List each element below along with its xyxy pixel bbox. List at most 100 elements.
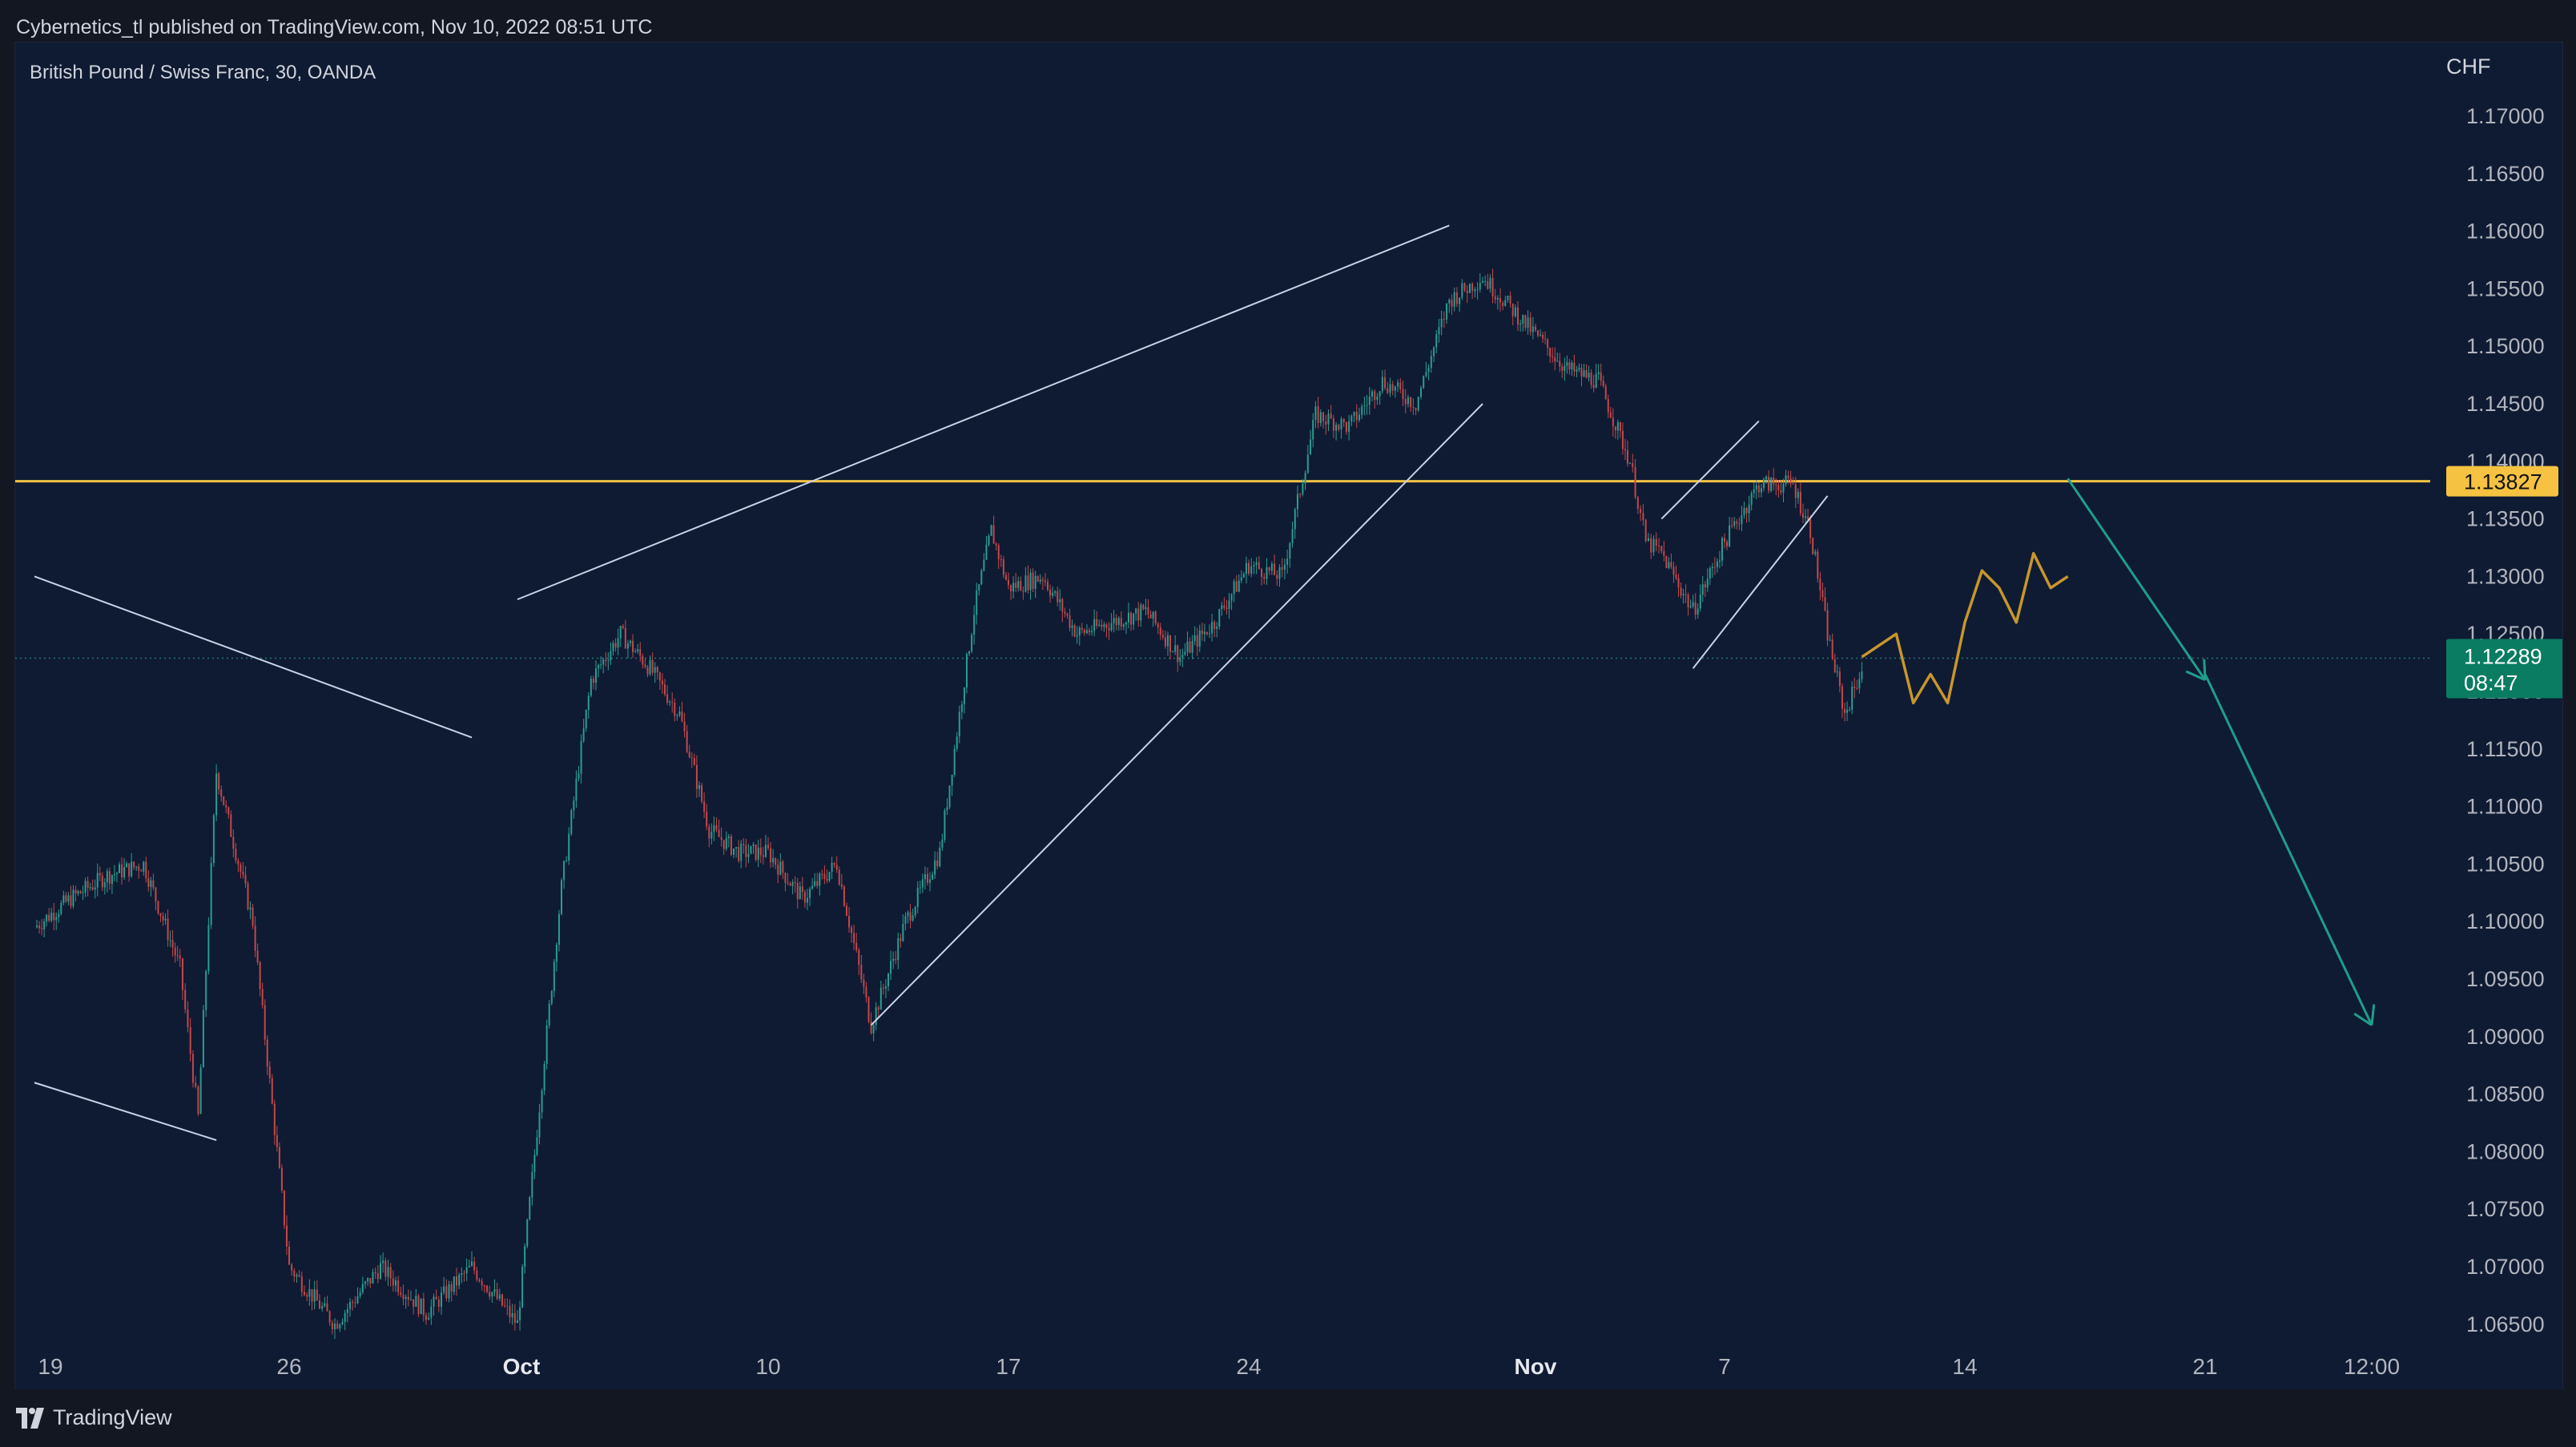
x-tick-label: 14 bbox=[1952, 1354, 1977, 1379]
candle-body bbox=[108, 871, 111, 885]
candle-body bbox=[1757, 485, 1760, 493]
trendline bbox=[517, 224, 1450, 601]
candle-body bbox=[1792, 483, 1794, 485]
candle-body bbox=[1140, 604, 1142, 621]
candle-body bbox=[1221, 605, 1223, 610]
candle-body bbox=[1327, 413, 1330, 425]
candle-body bbox=[936, 860, 939, 867]
candle-body bbox=[614, 643, 617, 648]
candle-body bbox=[1415, 408, 1417, 411]
candle-body bbox=[1137, 608, 1140, 621]
candle-body bbox=[212, 815, 215, 864]
current-price-badge bbox=[2446, 639, 2562, 699]
candle-body bbox=[138, 866, 140, 871]
y-tick-label: 1.11000 bbox=[2466, 795, 2543, 819]
candle-body bbox=[814, 881, 816, 886]
candle-body bbox=[1145, 607, 1147, 610]
candle-body bbox=[387, 1267, 389, 1277]
candle-body bbox=[1179, 657, 1181, 663]
candle-body bbox=[1233, 581, 1235, 595]
candle-body bbox=[879, 987, 882, 1010]
candle-body bbox=[1248, 562, 1250, 574]
candle-body bbox=[1629, 463, 1631, 465]
candle-body bbox=[84, 881, 87, 893]
candle-body bbox=[1568, 362, 1571, 370]
candle-body bbox=[1000, 559, 1002, 561]
candle-body bbox=[1278, 567, 1281, 579]
candle-body bbox=[1164, 637, 1166, 647]
candle-body bbox=[1135, 608, 1137, 614]
candle-body bbox=[1604, 385, 1607, 400]
price-chart[interactable]: CHF 1.17000 1.16500 1.16000 1.15500 1.15000 1.… bbox=[15, 42, 2562, 1390]
candle-body bbox=[968, 651, 971, 655]
candle-body bbox=[1463, 283, 1466, 291]
candle-body bbox=[762, 855, 764, 857]
forecast-arrowhead bbox=[2185, 670, 2206, 682]
candle-body bbox=[806, 897, 808, 903]
candle-body bbox=[902, 924, 904, 941]
candle-body bbox=[1057, 591, 1059, 603]
candle-body bbox=[450, 1284, 453, 1292]
candle-body bbox=[111, 875, 113, 885]
candle-body bbox=[1226, 607, 1228, 609]
candle-body bbox=[1491, 277, 1494, 296]
candle-body bbox=[62, 895, 65, 904]
candle-body bbox=[1209, 633, 1211, 635]
candle-body bbox=[872, 1025, 875, 1034]
candle-body bbox=[1443, 318, 1445, 320]
candle-body bbox=[205, 971, 207, 1010]
candle-body bbox=[453, 1276, 455, 1292]
candle-body bbox=[526, 1219, 529, 1247]
candle-body bbox=[867, 997, 870, 1022]
footer-brand[interactable]: TradingView bbox=[53, 1405, 172, 1429]
candle-body bbox=[1494, 296, 1496, 300]
candle-body bbox=[1588, 373, 1590, 378]
candle-body bbox=[1205, 631, 1208, 635]
candle-body bbox=[504, 1305, 506, 1307]
candle-body bbox=[1203, 631, 1205, 635]
candle-body bbox=[686, 731, 688, 752]
candle-body bbox=[1753, 489, 1755, 494]
candle-body bbox=[187, 1009, 189, 1027]
candle-body bbox=[772, 858, 775, 863]
candle-body bbox=[1250, 566, 1253, 574]
candle-body bbox=[1782, 484, 1785, 493]
candle-body bbox=[1371, 391, 1374, 397]
candle-body bbox=[1059, 599, 1061, 603]
candle-body bbox=[1312, 420, 1314, 440]
candle-body bbox=[745, 844, 747, 857]
candle-body bbox=[1096, 619, 1098, 626]
candle-body bbox=[359, 1292, 361, 1296]
candle-body bbox=[1029, 572, 1032, 590]
candle-body bbox=[422, 1298, 425, 1316]
candle-body bbox=[671, 702, 674, 703]
current-price-label: 1.12289 bbox=[2464, 644, 2542, 668]
candle-body bbox=[835, 865, 838, 870]
candle-body bbox=[1276, 574, 1278, 579]
candle-body bbox=[688, 752, 690, 758]
candle-body bbox=[463, 1273, 465, 1275]
candle-body bbox=[1289, 542, 1291, 559]
candle-body bbox=[1713, 566, 1716, 568]
candle-body bbox=[264, 1005, 266, 1040]
candle-body bbox=[1238, 580, 1240, 592]
candle-body bbox=[374, 1272, 376, 1274]
candle-body bbox=[367, 1278, 369, 1282]
candle-body bbox=[1846, 709, 1849, 713]
candle-body bbox=[513, 1313, 516, 1324]
candle-body bbox=[1174, 645, 1177, 652]
candle-body bbox=[575, 778, 578, 801]
candle-body bbox=[1332, 418, 1334, 431]
candle-body bbox=[1672, 566, 1675, 575]
candle-body bbox=[1022, 590, 1024, 592]
candle-body bbox=[1154, 611, 1157, 624]
chart-area[interactable]: CHF 1.17000 1.16500 1.16000 1.15500 1.15000 1.… bbox=[14, 42, 2563, 1391]
candle-body bbox=[932, 874, 934, 880]
candle-body bbox=[121, 864, 123, 877]
candle-body bbox=[155, 887, 157, 901]
candle-body bbox=[1274, 563, 1276, 575]
candle-body bbox=[244, 874, 247, 884]
candle-body bbox=[1358, 414, 1360, 421]
candle-body bbox=[519, 1307, 521, 1321]
tradingview-logo-icon[interactable] bbox=[16, 1408, 48, 1429]
